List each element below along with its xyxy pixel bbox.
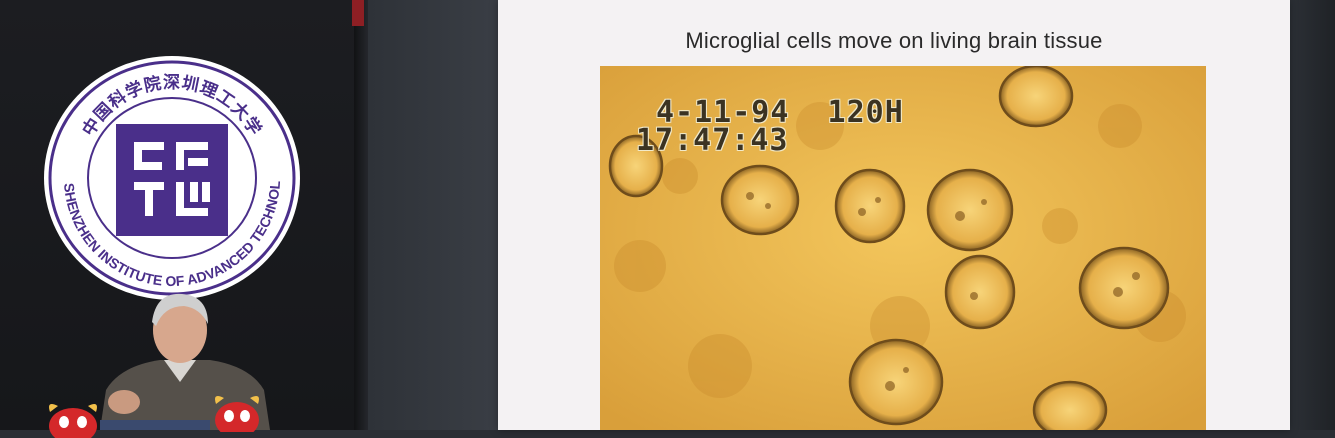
wall-panel-right <box>1290 0 1335 430</box>
video-timestamp-time: 17:47:43 <box>636 123 789 158</box>
slide-title: Microglial cells move on living brain ti… <box>685 28 1103 53</box>
podium-label <box>100 420 210 430</box>
wall-panel <box>368 0 500 430</box>
microscopy-video: 4-11-94 120H 17:47:43 <box>600 66 1206 430</box>
video-timestamp-date: 4-11-94 120H <box>656 95 904 130</box>
logo-emblem-icon <box>116 124 228 236</box>
red-banner-edge <box>352 0 364 26</box>
projected-slide: Microglial cells move on living brain ti… <box>498 0 1290 430</box>
mascot-toy-icon <box>208 392 266 432</box>
mascot-toy-icon <box>44 398 102 438</box>
institute-logo: 中国科学院深圳理工大学 CAS SHENZHEN INSTITUTE OF AD… <box>42 54 302 302</box>
